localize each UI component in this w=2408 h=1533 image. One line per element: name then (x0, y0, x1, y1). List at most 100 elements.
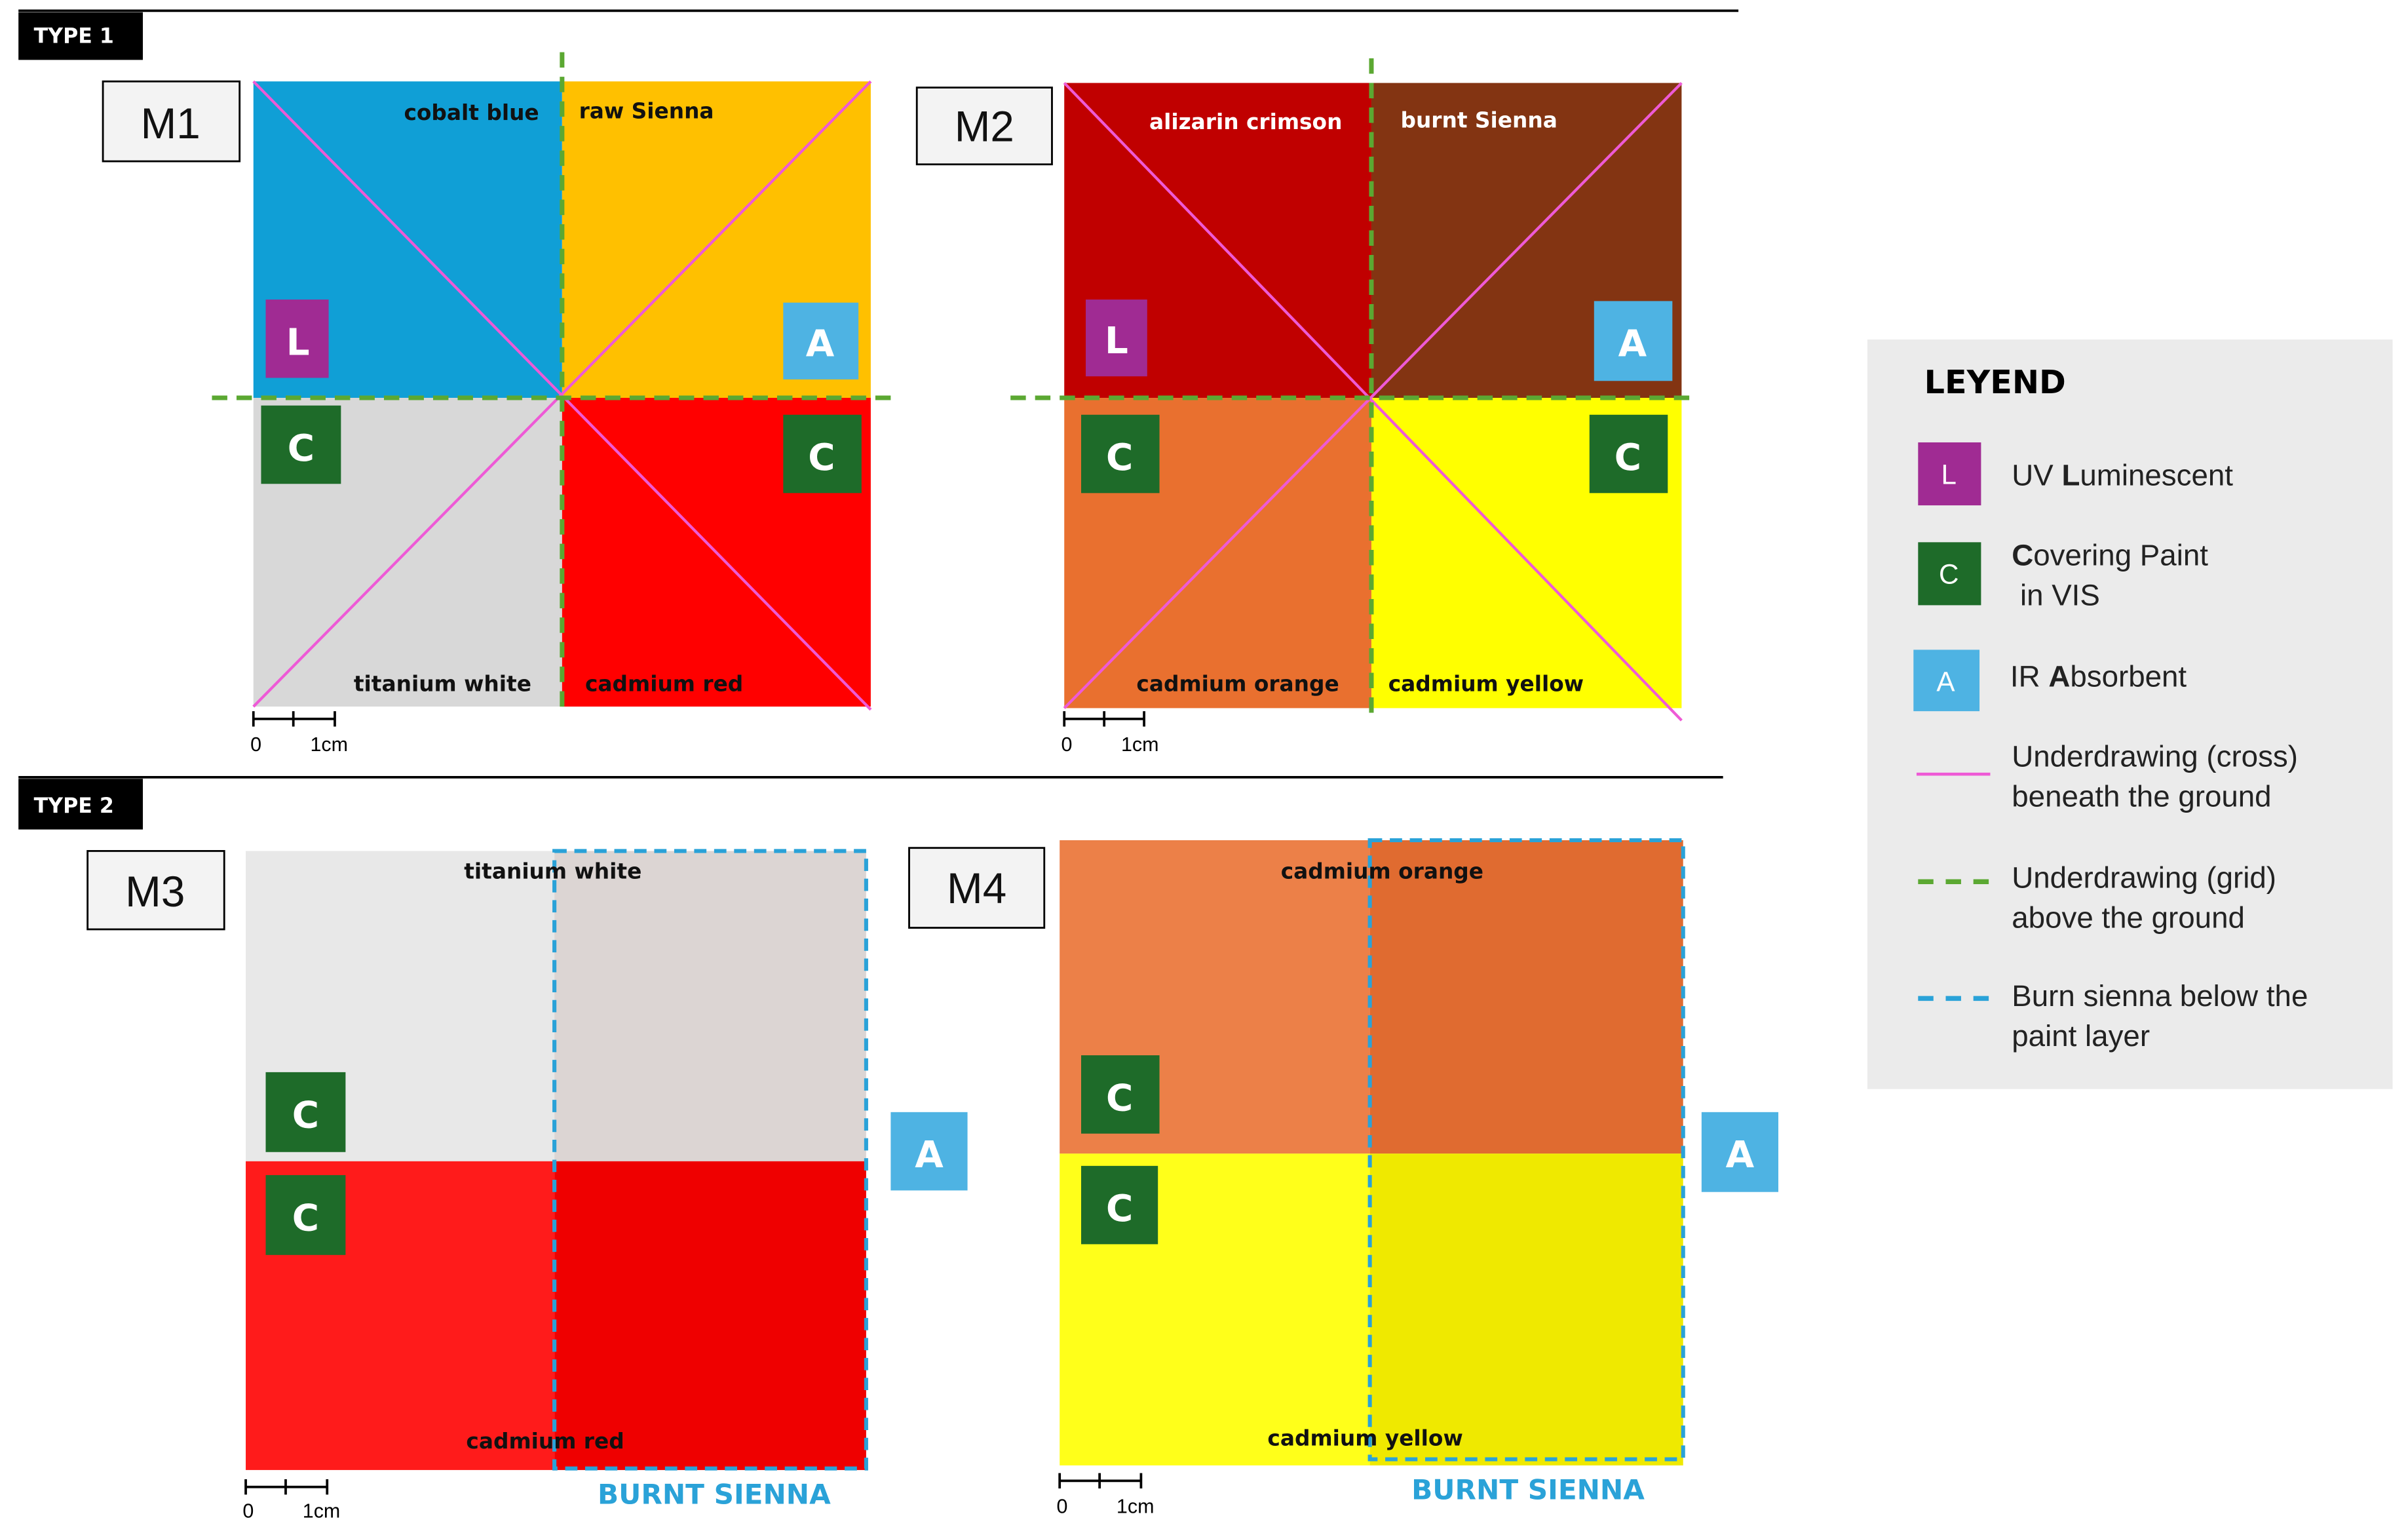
m2-label-bl: cadmium orange (1136, 672, 1339, 697)
m3-badge-a: A (890, 1112, 968, 1191)
m1-label-bl: titanium white (354, 672, 531, 697)
svg-text:0: 0 (242, 1500, 254, 1523)
svg-text:0: 0 (250, 733, 261, 756)
m4-title-box (908, 847, 1046, 929)
svg-text:C: C (1615, 437, 1641, 479)
svg-text:paint layer: paint layer (2012, 1019, 2150, 1053)
m2-scale-bar: 0 1cm (1061, 711, 1159, 756)
m4-label-top: cadmium orange (1281, 859, 1483, 884)
legend-title: LEYEND (1924, 363, 2066, 401)
m1-title: M1 (141, 100, 201, 147)
m2-label-tr: burnt Sienna (1400, 108, 1557, 133)
svg-text:C: C (808, 437, 835, 479)
m2-label-tl: alizarin crimson (1149, 109, 1342, 134)
m2-badge-c: C (1589, 414, 1668, 494)
m3-badge-c: C (265, 1174, 346, 1255)
svg-text:UV Luminescent: UV Luminescent (2012, 459, 2233, 492)
m4-burnt-sienna-outline (1367, 838, 1685, 1462)
m2-badge-a: A (1594, 301, 1673, 381)
svg-text:0: 0 (1057, 1496, 1068, 1518)
m2-title: M2 (955, 103, 1014, 151)
legend-item-ir: A IR Absorbent (1913, 650, 2187, 712)
m1-badge-c: C (261, 405, 341, 484)
m2-cross-line (1063, 82, 1683, 709)
m4-scale-bar: 0 1cm (1057, 1473, 1155, 1518)
m1-label-tr: raw Sienna (579, 98, 714, 123)
m4-badge-c: C (1081, 1165, 1158, 1245)
m3-title-box (86, 849, 225, 931)
svg-text:C: C (1106, 1188, 1133, 1230)
m4-label-bottom: cadmium yellow (1267, 1426, 1462, 1450)
svg-text:1cm: 1cm (1121, 733, 1159, 756)
m1-badge-c: C (783, 414, 862, 494)
legend-item-burn: Burn sienna below the paint layer (1918, 979, 2308, 1053)
legend-ir-badge (1913, 650, 1980, 712)
svg-text:1cm: 1cm (1117, 1496, 1155, 1518)
m3-scale-bar: 0 1cm (242, 1479, 340, 1523)
m3-burnt-sienna-label: BURNT SIENNA (598, 1478, 831, 1510)
svg-text:C: C (292, 1094, 319, 1136)
m2-badge-l: L (1086, 300, 1147, 377)
type1-label: TYPE 1 (34, 25, 114, 49)
sample-m2: M2 alizarin crimson burnt Sienna cadmium… (915, 58, 1697, 756)
svg-text:beneath the ground: beneath the ground (2012, 779, 2271, 813)
svg-text:in VIS: in VIS (2012, 578, 2100, 611)
legend-item-grid: Underdrawing (grid) above the ground (1918, 861, 2276, 935)
legend-covering-badge (1918, 542, 1981, 606)
svg-text:C: C (1106, 1077, 1133, 1119)
svg-text:C: C (1939, 559, 1959, 590)
sample-m3: M3 titanium white cadmium red BURNT SIEN… (86, 849, 968, 1523)
svg-text:above the ground: above the ground (2012, 901, 2245, 935)
legend-item-cross: Underdrawing (cross) beneath the ground (1916, 740, 2298, 813)
type2-header: TYPE 2 (18, 776, 1723, 830)
svg-text:A: A (915, 1134, 944, 1176)
m1-badge-a: A (783, 302, 859, 379)
m4-badge-a: A (1701, 1112, 1779, 1192)
svg-text:Underdrawing (cross): Underdrawing (cross) (2012, 740, 2298, 773)
svg-text:Burn sienna below the: Burn sienna below the (2012, 979, 2308, 1013)
svg-text:C: C (292, 1197, 319, 1239)
svg-text:A: A (806, 323, 835, 366)
svg-text:IR Absorbent: IR Absorbent (2010, 660, 2187, 693)
svg-text:L: L (286, 321, 310, 364)
type2-tab (18, 779, 143, 830)
svg-text:A: A (1726, 1134, 1755, 1176)
m1-cross-line (252, 80, 872, 708)
type2-label: TYPE 2 (34, 794, 114, 818)
m1-scale-bar: 0 1cm (250, 711, 348, 756)
m4-title: M4 (947, 864, 1006, 912)
m3-label-bottom: cadmium red (466, 1429, 624, 1454)
type1-header: TYPE 1 (18, 9, 1739, 60)
m3-zone-cadmium-red-over-sienna (554, 1161, 866, 1470)
svg-text:Covering Paint: Covering Paint (2012, 538, 2208, 572)
legend: LEYEND L UV Luminescent C Covering Paint… (1867, 339, 2393, 1089)
svg-text:0: 0 (1061, 733, 1073, 756)
svg-text:1cm: 1cm (310, 733, 348, 756)
m3-title: M3 (125, 868, 185, 916)
legend-uv-badge (1918, 442, 1981, 506)
m2-label-br: cadmium yellow (1388, 672, 1584, 697)
m3-burnt-sienna-outline (552, 849, 868, 1471)
m2-cross-line (1063, 82, 1683, 722)
legend-item-covering: C Covering Paint in VIS (1918, 538, 2208, 611)
m4-zone-cadmium-orange-over-sienna (1369, 840, 1683, 1154)
m4-burnt-sienna-label: BURNT SIENNA (1411, 1473, 1645, 1505)
m3-zone-titanium-white-over-sienna (554, 851, 866, 1161)
svg-text:L: L (1105, 320, 1128, 362)
m3-badge-c: C (265, 1072, 346, 1152)
m3-label-top: titanium white (464, 859, 641, 884)
sample-m4: M4 cadmium orange cadmium yellow BURNT S… (908, 838, 1779, 1518)
svg-text:Underdrawing (grid): Underdrawing (grid) (2012, 861, 2276, 895)
m2-title-box (915, 87, 1053, 166)
legend-item-uv: L UV Luminescent (1918, 442, 2233, 506)
svg-text:1cm: 1cm (303, 1500, 341, 1523)
m1-label-tl: cobalt blue (404, 100, 539, 125)
m1-label-br: cadmium red (585, 672, 743, 697)
svg-text:C: C (1106, 437, 1133, 479)
m1-badge-l: L (265, 300, 329, 378)
type1-tab (18, 12, 143, 60)
m4-zone-cadmium-yellow-over-sienna (1369, 1154, 1683, 1465)
svg-text:A: A (1936, 667, 1955, 697)
svg-text:A: A (1618, 323, 1647, 366)
